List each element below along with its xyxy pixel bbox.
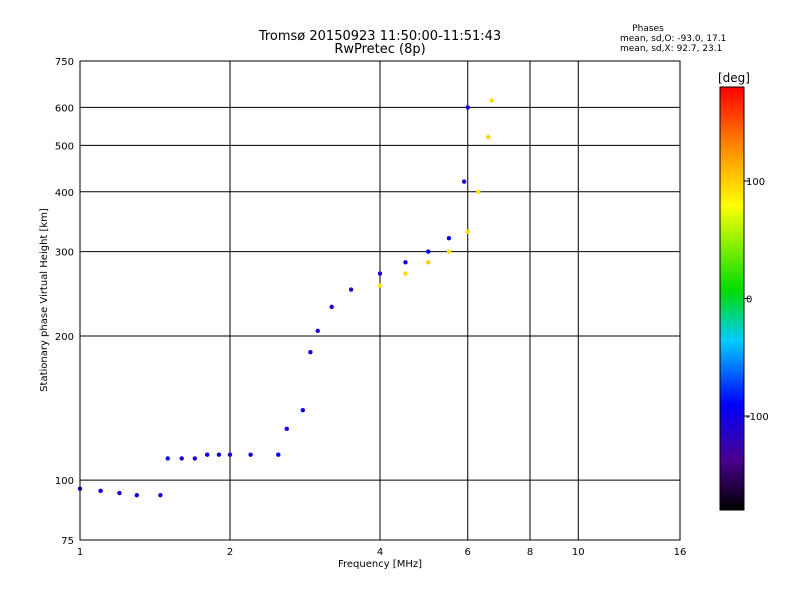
chart-title: Tromsø 20150923 11:50:00-11:51:43: [258, 29, 501, 44]
data-point: [377, 283, 383, 288]
grid: [80, 61, 680, 540]
colorbar: [719, 86, 745, 511]
data-point: [461, 179, 467, 184]
data-point: [315, 328, 320, 334]
y-tick-label: 75: [61, 536, 74, 547]
x-tick-label: 10: [572, 547, 585, 558]
y-tick-label: 200: [55, 332, 74, 343]
plot-frame: [79, 60, 681, 541]
data-point: [486, 134, 491, 140]
x-tick-label: 4: [377, 547, 383, 558]
data-point: [204, 452, 210, 457]
data-point: [329, 304, 334, 310]
data-point: [117, 490, 122, 496]
data-point: [403, 271, 408, 276]
y-axis-ticks: 75 100 200 300 400 500 600 750: [55, 57, 74, 547]
data-point: [426, 249, 431, 254]
x-tick-label: 8: [527, 547, 533, 558]
phases-o-line: mean, sd,O: -93.0, 17.1: [620, 34, 726, 44]
colorbar-label: [deg]: [718, 71, 750, 85]
data-point: [426, 260, 431, 265]
y-tick-label: 500: [55, 141, 74, 152]
x-tick-label: 1: [77, 547, 83, 558]
phases-heading: Phases: [632, 24, 664, 34]
colorbar-tick-label: -100: [746, 412, 769, 423]
data-point: [308, 349, 313, 355]
x-axis-label: Frequency [MHz]: [338, 559, 422, 570]
y-tick-label: 400: [55, 188, 74, 199]
x-tick-label: 2: [227, 547, 233, 558]
data-point: [158, 493, 163, 498]
y-tick-label: 300: [55, 248, 74, 259]
data-point: [465, 105, 470, 110]
data-point: [179, 456, 184, 461]
data-point: [248, 452, 253, 457]
data-point: [192, 456, 198, 461]
y-axis-label: Stationary phase Virtual Height [km]: [39, 208, 50, 392]
x-tick-label: 6: [465, 547, 471, 558]
y-tick-label: 600: [55, 103, 74, 114]
colorbar-tick-label: 0: [746, 295, 752, 306]
data-point: [348, 287, 354, 292]
data-point: [98, 488, 103, 494]
y-tick-label: 100: [55, 476, 74, 487]
data-point: [403, 260, 408, 265]
x-tick-label: 16: [674, 547, 687, 558]
data-points: [77, 98, 494, 498]
data-point: [165, 456, 170, 461]
phases-x-line: mean, sd,X: 92.7, 23.1: [620, 44, 722, 54]
y-tick-label: 750: [55, 57, 74, 68]
data-point: [465, 229, 470, 234]
data-point: [284, 426, 289, 432]
data-point: [446, 235, 452, 241]
data-point: [446, 249, 452, 254]
colorbar-tick-label: 100: [746, 177, 765, 188]
data-point: [276, 452, 281, 457]
data-point: [227, 452, 233, 457]
x-axis-ticks: 1 2 4 6 8 10 16: [77, 547, 687, 558]
data-point: [489, 98, 494, 103]
chart-subtitle: RwPretec (8p): [334, 42, 425, 57]
data-point: [300, 407, 306, 413]
data-point: [216, 452, 222, 457]
data-point: [134, 493, 139, 498]
data-point: [476, 189, 481, 194]
data-point: [377, 271, 383, 276]
colorbar-ticks: 100 0 -100: [744, 177, 769, 423]
